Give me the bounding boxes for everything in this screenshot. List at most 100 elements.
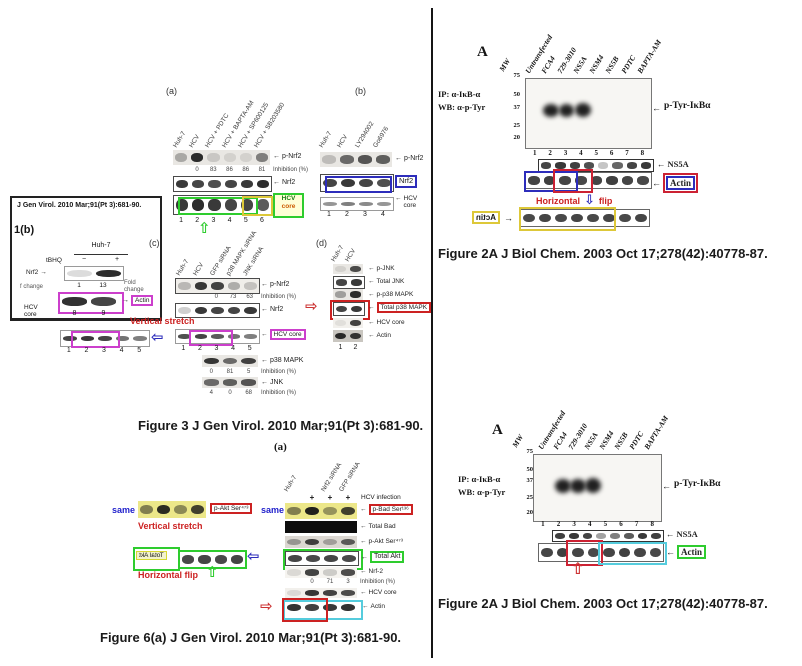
left-arrow-icon: ← <box>368 291 375 298</box>
lane-number: 4 <box>227 217 232 224</box>
blot-band <box>556 547 568 558</box>
inset-actin-label: Actin <box>131 295 154 307</box>
lane-number: 5 <box>137 347 142 354</box>
panel-b-pnrf2-label: ← p-Nrf2 <box>395 155 423 162</box>
inset-plus: + <box>115 256 120 263</box>
inhibition-value: 0 <box>228 390 232 396</box>
blot-band <box>115 335 130 342</box>
left-arrow-icon: ← <box>261 379 268 386</box>
lane-number: 2 <box>345 211 349 218</box>
lane-label: Huh-7 <box>172 130 188 149</box>
row-label-text: NS5A <box>667 159 689 169</box>
panel-c-jnk-strip <box>202 377 258 388</box>
fig2a-bottom-ns5a-strip <box>552 530 664 542</box>
hcv-core-line1: HCV <box>281 195 296 202</box>
fig2a-bottom-caption: Figure 2A J Biol Chem. 2003 Oct 17;278(4… <box>438 596 768 611</box>
inset-panel-label: 1(b) <box>14 224 35 236</box>
row-label-text: p-p38 MAPK <box>376 291 414 298</box>
lane-number: 3 <box>211 217 216 224</box>
mw-label: MW <box>497 56 513 73</box>
panel-d-tp38-label: ← Total p38 MAPK <box>368 302 432 314</box>
row-label-text: p-Akt Ser⁴⁷³ <box>368 538 403 545</box>
left-arrow-icon: ← <box>273 179 280 186</box>
blot-band <box>341 538 355 546</box>
mw-label: MW <box>510 432 526 449</box>
blot-band <box>255 153 269 162</box>
lane-number: 4 <box>579 149 583 157</box>
fig2a-top-lane-numbers: 1 2 3 4 5 6 7 8 <box>527 149 650 157</box>
blot-band <box>335 291 346 298</box>
blot-band <box>175 153 188 162</box>
lane-number: 6 <box>619 520 623 528</box>
blot-band <box>194 334 208 339</box>
mw-value: 20 <box>513 134 521 141</box>
blot-band <box>626 162 637 169</box>
inhibition-value: 81 <box>258 167 266 173</box>
fig2a-bottom-actin-red-box <box>566 540 603 566</box>
blot-band <box>358 155 372 164</box>
panel-b-pnrf2-strip <box>320 152 392 167</box>
fig2a-top-band-label: p-Tyr-IκBα <box>664 101 711 111</box>
panel-c-p38-strip <box>202 355 258 367</box>
panel-c-jnk-label: ← JNK <box>261 379 283 386</box>
panel-d-pp38-strip <box>333 289 363 300</box>
fig2a-bottom-ns5a-label: ← NS5A <box>666 529 698 539</box>
lane-label: HCV + SB203580 <box>253 101 287 149</box>
blot-band <box>341 178 355 188</box>
blot-band <box>62 297 87 306</box>
fold-value: 13 <box>99 282 107 289</box>
row-label-text: p-JNK <box>376 265 395 272</box>
plus-sign: + <box>327 493 333 502</box>
figure6-caption: Figure 6(a) J Gen Virol. 2010 Mar;91(Pt … <box>100 630 402 645</box>
blot-band <box>637 533 648 539</box>
left-arrow-icon: ← <box>657 159 666 169</box>
blot-band <box>336 305 347 313</box>
mw-value: 75 <box>526 448 534 455</box>
blot-band <box>211 282 224 290</box>
panel-a-yellow-annotation-box <box>242 196 273 216</box>
blot-band <box>640 162 651 169</box>
lane-number: 2 <box>84 347 89 354</box>
inhibition-value: 5 <box>247 369 251 375</box>
inset-cell-line: Huh-7 <box>91 242 111 249</box>
lane-number: 7 <box>625 149 629 157</box>
fig6-actin-red-box <box>282 598 328 622</box>
lane-label: FCA4 <box>539 54 557 75</box>
blot-band <box>305 538 319 546</box>
fold-value: 1 <box>77 282 81 289</box>
blot-band <box>555 213 567 223</box>
blot-band <box>651 533 661 539</box>
blot-band <box>241 357 257 365</box>
fig2a-bottom-band-label: p-Tyr-IκBα <box>674 479 721 489</box>
right-arrow-icon: → <box>504 213 513 223</box>
lane-number: 5 <box>247 345 252 352</box>
blot-band <box>240 199 253 211</box>
blot-band <box>342 554 356 563</box>
blot-band <box>211 334 224 339</box>
blot-band <box>322 155 336 164</box>
divider-line <box>431 8 433 658</box>
left-arrow-icon: ← <box>652 103 661 113</box>
fig2a-top-ns5a-label: ← NS5A <box>657 159 689 169</box>
blot-band <box>323 603 337 612</box>
blot-band <box>596 533 606 539</box>
blot-band <box>305 590 319 596</box>
hollow-up-arrow-icon: ⇧ <box>206 563 219 581</box>
blot-band <box>323 569 337 576</box>
lane-number: 1 <box>66 347 71 354</box>
left-arrow-icon: ← <box>395 155 402 162</box>
panel-c-hcvcore-strip <box>175 329 260 344</box>
blot-band <box>350 266 361 272</box>
inhibition-value: 68 <box>245 390 253 396</box>
left-arrow-icon: ← <box>368 278 375 285</box>
blot-band <box>239 153 252 162</box>
blot-band <box>618 547 630 558</box>
panel-d-pjnk-strip <box>333 264 363 274</box>
blot-band <box>182 555 195 564</box>
blot-band <box>555 162 566 169</box>
left-arrow-icon: ← <box>395 195 402 202</box>
mw-value: 20 <box>526 509 534 516</box>
blot-band <box>572 547 584 558</box>
blot-band <box>244 282 257 290</box>
blot-band <box>240 180 253 188</box>
